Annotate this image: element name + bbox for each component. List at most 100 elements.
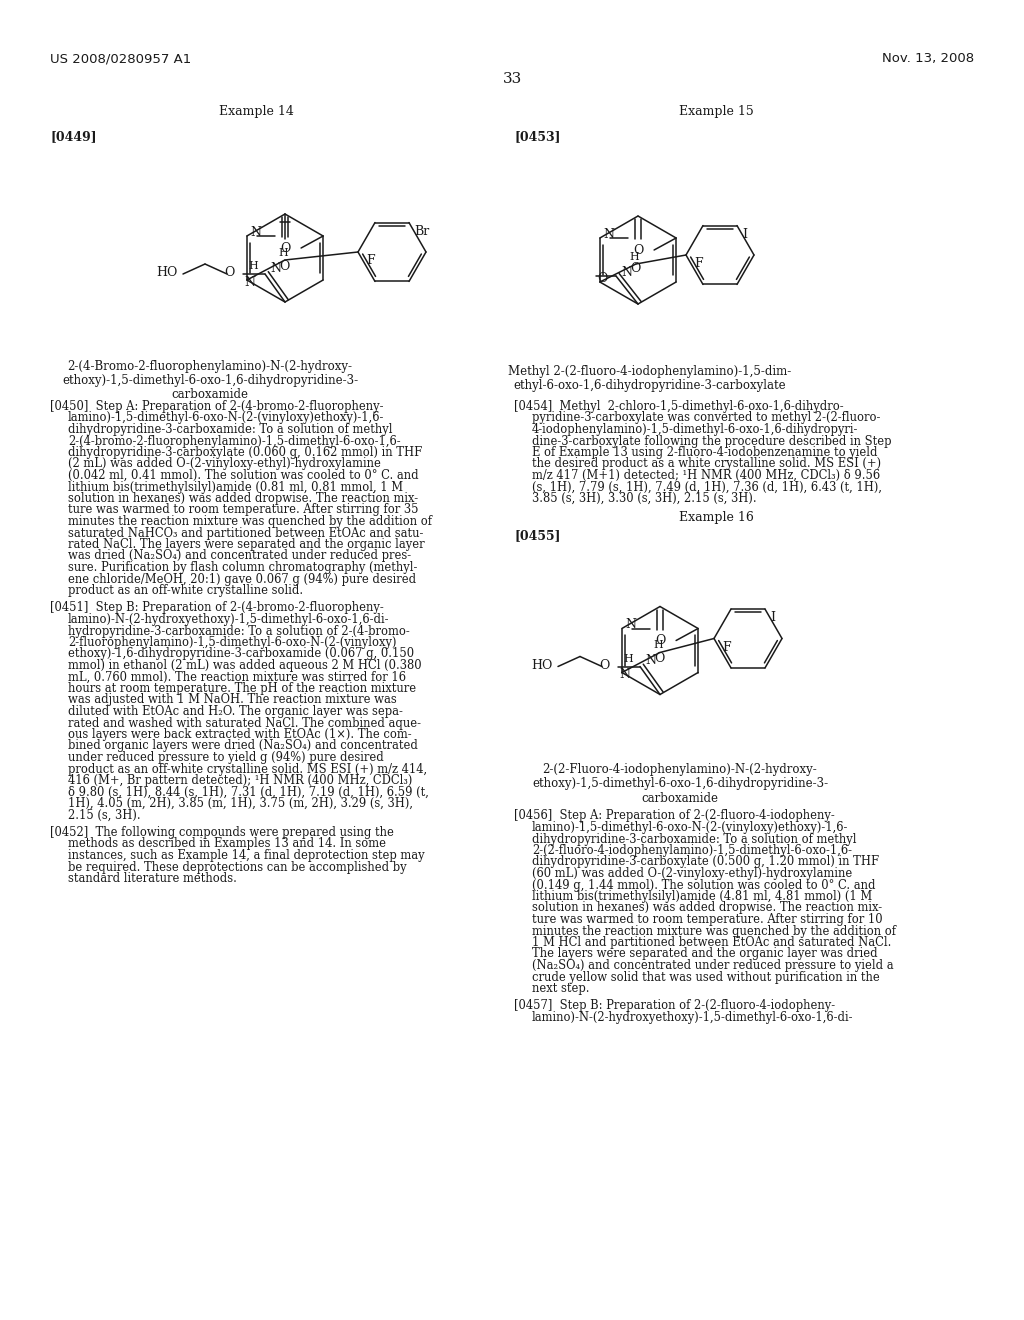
Text: crude yellow solid that was used without purification in the: crude yellow solid that was used without… <box>532 970 880 983</box>
Text: (2 mL) was added O-(2-vinyloxy-ethyl)-hydroxylamine: (2 mL) was added O-(2-vinyloxy-ethyl)-hy… <box>68 458 381 470</box>
Text: product as an off-white crystalline solid. MS ESI (+) m/z 414,: product as an off-white crystalline soli… <box>68 763 427 776</box>
Text: dine-3-carboxylate following the procedure described in Step: dine-3-carboxylate following the procedu… <box>532 434 892 447</box>
Text: minutes the reaction mixture was quenched by the addition of: minutes the reaction mixture was quenche… <box>68 515 432 528</box>
Text: 2-(2-fluoro-4-iodophenylamino)-1,5-dimethyl-6-oxo-1,6-: 2-(2-fluoro-4-iodophenylamino)-1,5-dimet… <box>532 843 852 857</box>
Text: lamino)-N-(2-hydroxyethoxy)-1,5-dimethyl-6-oxo-1,6-di-: lamino)-N-(2-hydroxyethoxy)-1,5-dimethyl… <box>532 1011 853 1024</box>
Text: E of Example 13 using 2-fluoro-4-iodobenzenamine to yield: E of Example 13 using 2-fluoro-4-iodoben… <box>532 446 878 459</box>
Text: F: F <box>723 642 731 653</box>
Text: hydropyridine-3-carboxamide: To a solution of 2-(4-bromo-: hydropyridine-3-carboxamide: To a soluti… <box>68 624 410 638</box>
Text: ene chloride/MeOH, 20:1) gave 0.067 g (94%) pure desired: ene chloride/MeOH, 20:1) gave 0.067 g (9… <box>68 573 416 586</box>
Text: H: H <box>624 653 633 664</box>
Text: ethoxy)-1,6-dihydropyridine-3-carboxamide (0.067 g, 0.150: ethoxy)-1,6-dihydropyridine-3-carboxamid… <box>68 648 414 660</box>
Text: H: H <box>653 640 663 651</box>
Text: 2-(4-Bromo-2-fluorophenylamino)-N-(2-hydroxy-: 2-(4-Bromo-2-fluorophenylamino)-N-(2-hyd… <box>68 360 352 374</box>
Text: dihydropyridine-3-carboxamide: To a solution of methyl: dihydropyridine-3-carboxamide: To a solu… <box>68 422 392 436</box>
Text: HO: HO <box>157 267 178 280</box>
Text: carboxamide: carboxamide <box>171 388 249 401</box>
Text: [0456]  Step A: Preparation of 2-(2-fluoro-4-iodopheny-: [0456] Step A: Preparation of 2-(2-fluor… <box>514 809 835 822</box>
Text: N: N <box>618 668 630 681</box>
Text: US 2008/0280957 A1: US 2008/0280957 A1 <box>50 51 191 65</box>
Text: dihydropyridine-3-carboxylate (0.500 g, 1.20 mmol) in THF: dihydropyridine-3-carboxylate (0.500 g, … <box>532 855 880 869</box>
Text: lamino)-N-(2-hydroxyethoxy)-1,5-dimethyl-6-oxo-1,6-di-: lamino)-N-(2-hydroxyethoxy)-1,5-dimethyl… <box>68 612 389 626</box>
Text: [0455]: [0455] <box>514 529 560 543</box>
Text: ethyl-6-oxo-1,6-dihydropyridine-3-carboxylate: ethyl-6-oxo-1,6-dihydropyridine-3-carbox… <box>514 379 786 392</box>
Text: product as an off-white crystalline solid.: product as an off-white crystalline soli… <box>68 583 303 597</box>
Text: N: N <box>625 618 636 631</box>
Text: [0451]  Step B: Preparation of 2-(4-bromo-2-fluoropheny-: [0451] Step B: Preparation of 2-(4-bromo… <box>50 602 384 615</box>
Text: [0449]: [0449] <box>50 129 96 143</box>
Text: N: N <box>270 261 281 275</box>
Text: dihydropyridine-3-carboxylate (0.060 g, 0.162 mmol) in THF: dihydropyridine-3-carboxylate (0.060 g, … <box>68 446 422 459</box>
Text: 4-iodophenylamino)-1,5-dimethyl-6-oxo-1,6-dihydropyri-: 4-iodophenylamino)-1,5-dimethyl-6-oxo-1,… <box>532 422 858 436</box>
Text: ture was warmed to room temperature. After stirring for 35: ture was warmed to room temperature. Aft… <box>68 503 419 516</box>
Text: minutes the reaction mixture was quenched by the addition of: minutes the reaction mixture was quenche… <box>532 924 896 937</box>
Text: lithium bis(trimethylsilyl)amide (4.81 ml, 4.81 mmol) (1 M: lithium bis(trimethylsilyl)amide (4.81 m… <box>532 890 872 903</box>
Text: next step.: next step. <box>532 982 590 995</box>
Text: N: N <box>244 276 255 289</box>
Text: 2-(4-bromo-2-fluorophenylamino)-1,5-dimethyl-6-oxo-1,6-: 2-(4-bromo-2-fluorophenylamino)-1,5-dime… <box>68 434 400 447</box>
Text: [0453]: [0453] <box>514 129 560 143</box>
Text: N: N <box>250 226 261 239</box>
Text: [0457]  Step B: Preparation of 2-(2-fluoro-4-iodopheny-: [0457] Step B: Preparation of 2-(2-fluor… <box>514 999 836 1012</box>
Text: O: O <box>280 242 290 255</box>
Text: mmol) in ethanol (2 mL) was added aqueous 2 M HCl (0.380: mmol) in ethanol (2 mL) was added aqueou… <box>68 659 422 672</box>
Text: the desired product as a white crystalline solid. MS ESI (+): the desired product as a white crystalli… <box>532 458 881 470</box>
Text: Example 14: Example 14 <box>218 106 294 117</box>
Text: solution in hexanes) was added dropwise. The reaction mix-: solution in hexanes) was added dropwise.… <box>68 492 418 506</box>
Text: Example 15: Example 15 <box>679 106 754 117</box>
Text: (60 mL) was added O-(2-vinyloxy-ethyl)-hydroxylamine: (60 mL) was added O-(2-vinyloxy-ethyl)-h… <box>532 867 852 880</box>
Text: O: O <box>279 260 290 272</box>
Text: m/z 417 (M+1) detected; ¹H NMR (400 MHz, CDCl₃) δ 9.56: m/z 417 (M+1) detected; ¹H NMR (400 MHz,… <box>532 469 880 482</box>
Text: 2-(2-Fluoro-4-iodophenylamino)-N-(2-hydroxy-: 2-(2-Fluoro-4-iodophenylamino)-N-(2-hydr… <box>543 763 817 776</box>
Text: ethoxy)-1,5-dimethyl-6-oxo-1,6-dihydropyridine-3-: ethoxy)-1,5-dimethyl-6-oxo-1,6-dihydropy… <box>61 374 358 387</box>
Text: O: O <box>630 261 640 275</box>
Text: lamino)-1,5-dimethyl-6-oxo-N-(2-(vinyloxy)ethoxy)-1,6-: lamino)-1,5-dimethyl-6-oxo-N-(2-(vinylox… <box>68 412 384 425</box>
Text: hours at room temperature. The pH of the reaction mixture: hours at room temperature. The pH of the… <box>68 682 416 696</box>
Text: F: F <box>367 255 376 268</box>
Text: (0.149 g, 1.44 mmol). The solution was cooled to 0° C. and: (0.149 g, 1.44 mmol). The solution was c… <box>532 879 876 891</box>
Text: 1 M HCl and partitioned between EtOAc and saturated NaCl.: 1 M HCl and partitioned between EtOAc an… <box>532 936 891 949</box>
Text: instances, such as Example 14, a final deprotection step may: instances, such as Example 14, a final d… <box>68 849 425 862</box>
Text: O: O <box>224 267 234 280</box>
Text: mL, 0.760 mmol). The reaction mixture was stirred for 16: mL, 0.760 mmol). The reaction mixture wa… <box>68 671 406 684</box>
Text: H: H <box>248 261 258 271</box>
Text: methods as described in Examples 13 and 14. In some: methods as described in Examples 13 and … <box>68 837 386 850</box>
Text: O: O <box>598 272 608 285</box>
Text: H: H <box>279 248 288 257</box>
Text: rated NaCl. The layers were separated and the organic layer: rated NaCl. The layers were separated an… <box>68 539 425 550</box>
Text: ous layers were back extracted with EtOAc (1×). The com-: ous layers were back extracted with EtOA… <box>68 729 412 741</box>
Text: H: H <box>629 252 639 261</box>
Text: I: I <box>770 611 775 624</box>
Text: was adjusted with 1 M NaOH. The reaction mixture was: was adjusted with 1 M NaOH. The reaction… <box>68 693 396 706</box>
Text: solution in hexanes) was added dropwise. The reaction mix-: solution in hexanes) was added dropwise.… <box>532 902 882 915</box>
Text: Br: Br <box>414 224 429 238</box>
Text: [0454]  Methyl  2-chloro-1,5-dimethyl-6-oxo-1,6-dihydro-: [0454] Methyl 2-chloro-1,5-dimethyl-6-ox… <box>514 400 844 413</box>
Text: standard literature methods.: standard literature methods. <box>68 873 237 884</box>
Text: lithium bis(trimethylsilyl)amide (0.81 ml, 0.81 mmol, 1 M: lithium bis(trimethylsilyl)amide (0.81 m… <box>68 480 403 494</box>
Text: dihydropyridine-3-carboxamide: To a solution of methyl: dihydropyridine-3-carboxamide: To a solu… <box>532 833 856 846</box>
Text: O: O <box>654 635 666 648</box>
Text: saturated NaHCO₃ and partitioned between EtOAc and satu-: saturated NaHCO₃ and partitioned between… <box>68 527 423 540</box>
Text: Example 16: Example 16 <box>679 511 754 524</box>
Text: [0450]  Step A: Preparation of 2-(4-bromo-2-fluoropheny-: [0450] Step A: Preparation of 2-(4-bromo… <box>50 400 384 413</box>
Text: was dried (Na₂SO₄) and concentrated under reduced pres-: was dried (Na₂SO₄) and concentrated unde… <box>68 549 411 562</box>
Text: lamino)-1,5-dimethyl-6-oxo-N-(2-(vinyloxy)ethoxy)-1,6-: lamino)-1,5-dimethyl-6-oxo-N-(2-(vinylox… <box>532 821 848 834</box>
Text: N: N <box>603 227 614 240</box>
Text: 3.85 (s, 3H), 3.30 (s, 3H), 2.15 (s, 3H).: 3.85 (s, 3H), 3.30 (s, 3H), 2.15 (s, 3H)… <box>532 492 757 506</box>
Text: 416 (M+, Br pattern detected); ¹H NMR (400 MHz, CDCl₃): 416 (M+, Br pattern detected); ¹H NMR (4… <box>68 774 413 787</box>
Text: bined organic layers were dried (Na₂SO₄) and concentrated: bined organic layers were dried (Na₂SO₄)… <box>68 739 418 752</box>
Text: (Na₂SO₄) and concentrated under reduced pressure to yield a: (Na₂SO₄) and concentrated under reduced … <box>532 960 894 972</box>
Text: Methyl 2-(2-fluoro-4-iodophenylamino)-1,5-dim-: Methyl 2-(2-fluoro-4-iodophenylamino)-1,… <box>508 366 792 378</box>
Text: N: N <box>645 655 656 668</box>
Text: N: N <box>621 267 632 279</box>
Text: The layers were separated and the organic layer was dried: The layers were separated and the organi… <box>532 948 878 961</box>
Text: [0452]  The following compounds were prepared using the: [0452] The following compounds were prep… <box>50 826 394 840</box>
Text: (0.042 ml, 0.41 mmol). The solution was cooled to 0° C. and: (0.042 ml, 0.41 mmol). The solution was … <box>68 469 419 482</box>
Text: O: O <box>600 659 610 672</box>
Text: diluted with EtOAc and H₂O. The organic layer was sepa-: diluted with EtOAc and H₂O. The organic … <box>68 705 402 718</box>
Text: ture was warmed to room temperature. After stirring for 10: ture was warmed to room temperature. Aft… <box>532 913 883 927</box>
Text: I: I <box>742 227 746 240</box>
Text: pyridine-3-carboxylate was converted to methyl 2-(2-fluoro-: pyridine-3-carboxylate was converted to … <box>532 412 881 425</box>
Text: HO: HO <box>531 659 553 672</box>
Text: F: F <box>694 257 703 271</box>
